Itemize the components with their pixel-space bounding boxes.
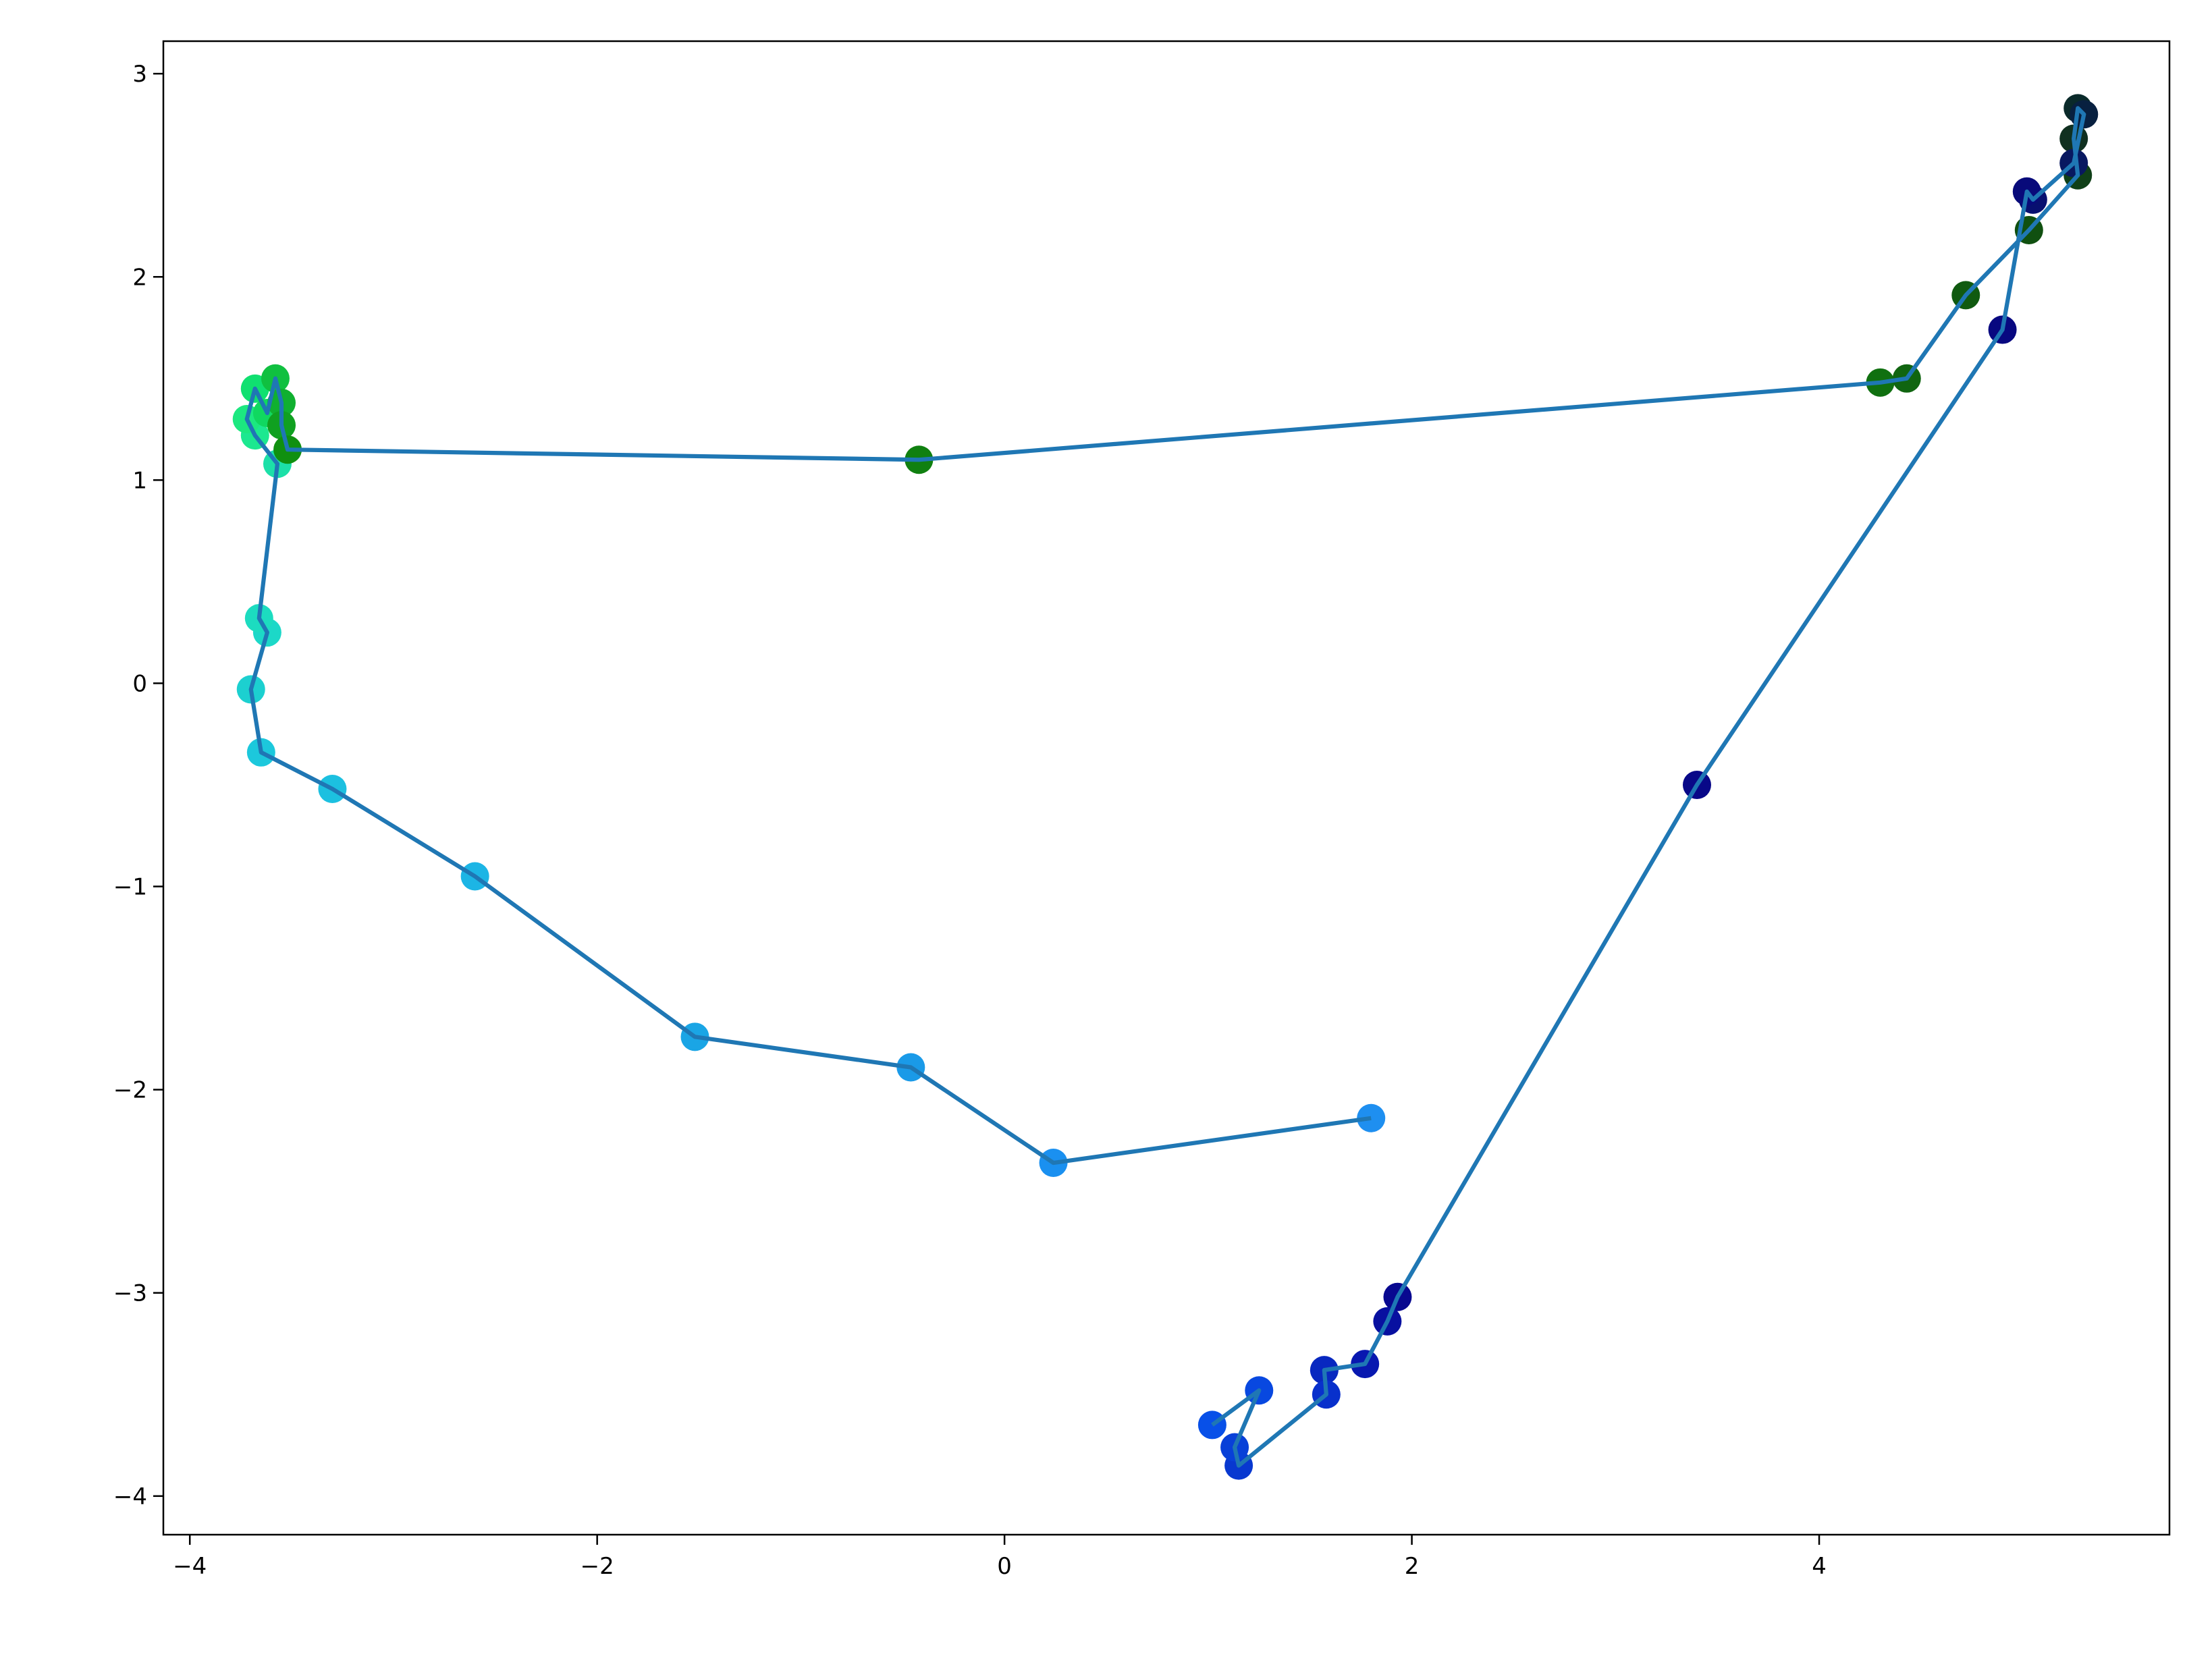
- x-tick-label: −2: [581, 1553, 614, 1580]
- y-tick-label: 2: [132, 264, 147, 291]
- y-tick-label: −2: [113, 1077, 147, 1104]
- y-tick-label: 0: [132, 670, 147, 697]
- y-tick-label: 3: [132, 61, 147, 88]
- plot-frame: [162, 40, 2171, 1536]
- y-tick-label: −3: [113, 1280, 147, 1307]
- x-tick-label: 4: [1812, 1553, 1827, 1580]
- x-tick-label: −4: [173, 1553, 207, 1580]
- x-tick-label: 0: [997, 1553, 1012, 1580]
- x-tick-label: 2: [1405, 1553, 1420, 1580]
- y-tick-label: 1: [132, 467, 147, 494]
- y-tick-label: −4: [113, 1483, 147, 1510]
- y-tick-label: −1: [113, 874, 147, 901]
- trajectory-line: [244, 106, 2086, 1468]
